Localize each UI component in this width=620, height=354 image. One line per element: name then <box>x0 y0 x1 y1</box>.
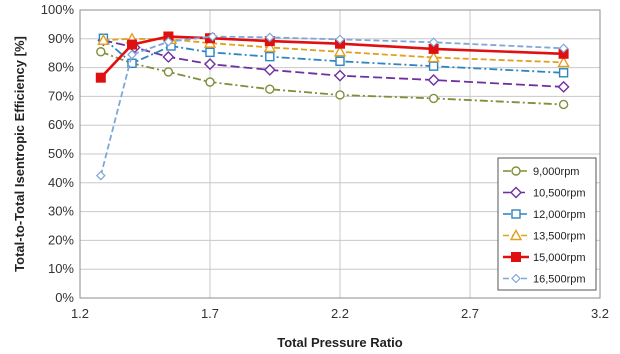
series-0 <box>96 47 569 110</box>
data-point <box>427 73 440 86</box>
x-tick-label: 2.7 <box>461 306 479 321</box>
data-point <box>205 77 215 87</box>
x-tick-label: 1.2 <box>71 306 89 321</box>
legend-item: 10,500rpm <box>503 186 586 200</box>
y-tick-label: 40% <box>48 175 74 190</box>
x-axis-ticks: 1.2 1.7 2.2 2.7 3.2 <box>71 306 609 321</box>
y-tick-label: 50% <box>48 146 74 161</box>
x-tick-label: 1.7 <box>201 306 219 321</box>
y-axis-ticks: 0% 10% 20% 30% 40% 50% 60% 70% 80% 90% 100% <box>41 2 75 305</box>
data-point <box>428 61 439 71</box>
data-point <box>335 34 345 45</box>
y-tick-label: 70% <box>48 88 74 103</box>
data-point <box>163 67 174 77</box>
legend-label: 10,500rpm <box>533 188 586 200</box>
y-tick-label: 10% <box>48 261 74 276</box>
data-point <box>334 69 346 82</box>
series-line <box>99 35 564 79</box>
data-point <box>97 33 110 45</box>
data-point <box>557 55 570 68</box>
data-point <box>204 58 216 71</box>
series-5 <box>95 31 569 181</box>
data-point <box>558 43 569 54</box>
legend-item: 16,500rpm <box>503 274 586 286</box>
data-point <box>127 49 137 60</box>
legend-item: 13,500rpm <box>503 229 586 243</box>
data-point <box>428 93 439 104</box>
x-axis-label: Total Pressure Ratio <box>277 335 403 350</box>
x-tick-label: 3.2 <box>591 306 609 321</box>
data-point <box>205 47 215 58</box>
legend: 9,000rpm 10,500rpm 12,000rpm 13,500rpm 15,00… <box>497 157 597 291</box>
legend-marker <box>511 273 521 284</box>
data-point <box>127 39 137 50</box>
y-tick-label: 100% <box>41 2 75 17</box>
series-line <box>102 37 564 74</box>
plot-area-border <box>79 9 601 299</box>
data-point <box>428 37 439 48</box>
series-line <box>103 37 564 64</box>
data-point <box>95 72 106 83</box>
data-point <box>162 50 175 63</box>
legend-item: 9,000rpm <box>503 166 579 178</box>
y-tick-label: 20% <box>48 232 74 247</box>
y-tick-label: 60% <box>48 117 74 132</box>
legend-marker <box>511 166 521 176</box>
legend-marker <box>510 186 522 199</box>
legend-marker <box>511 209 521 219</box>
legend-label: 15,000rpm <box>533 252 586 264</box>
data-point <box>263 40 276 53</box>
y-tick-label: 30% <box>48 204 74 219</box>
series-group <box>95 31 570 181</box>
legend-label: 13,500rpm <box>533 231 586 243</box>
data-point <box>427 51 440 63</box>
legend-label: 16,500rpm <box>533 274 586 286</box>
series-line <box>99 35 564 176</box>
series-line <box>100 50 564 106</box>
data-point <box>557 80 570 93</box>
data-point <box>96 47 106 57</box>
x-tick-label: 2.2 <box>331 306 349 321</box>
data-point <box>335 90 345 100</box>
legend-marker <box>511 252 521 262</box>
legend-item: 15,000rpm <box>503 252 586 264</box>
legend-item: 12,000rpm <box>503 209 586 221</box>
data-point <box>95 170 106 181</box>
data-point <box>265 84 275 94</box>
series-line <box>103 39 564 88</box>
legend-marker <box>509 229 523 241</box>
legend-box <box>497 157 597 291</box>
legend-label: 12,000rpm <box>533 209 586 221</box>
data-point <box>335 56 345 66</box>
y-tick-label: 80% <box>48 60 74 75</box>
data-point <box>333 45 347 57</box>
data-point <box>265 51 275 62</box>
y-tick-label: 0% <box>55 290 74 305</box>
data-point <box>558 68 569 78</box>
y-axis-label: Total-to-Total Isentropic Efficiency [%] <box>12 36 27 272</box>
data-point <box>207 31 218 42</box>
data-point <box>263 63 276 76</box>
data-point <box>558 99 569 110</box>
data-point <box>264 32 275 43</box>
y-tick-label: 90% <box>48 31 74 46</box>
data-point <box>163 36 174 47</box>
legend-label: 9,000rpm <box>533 166 579 178</box>
